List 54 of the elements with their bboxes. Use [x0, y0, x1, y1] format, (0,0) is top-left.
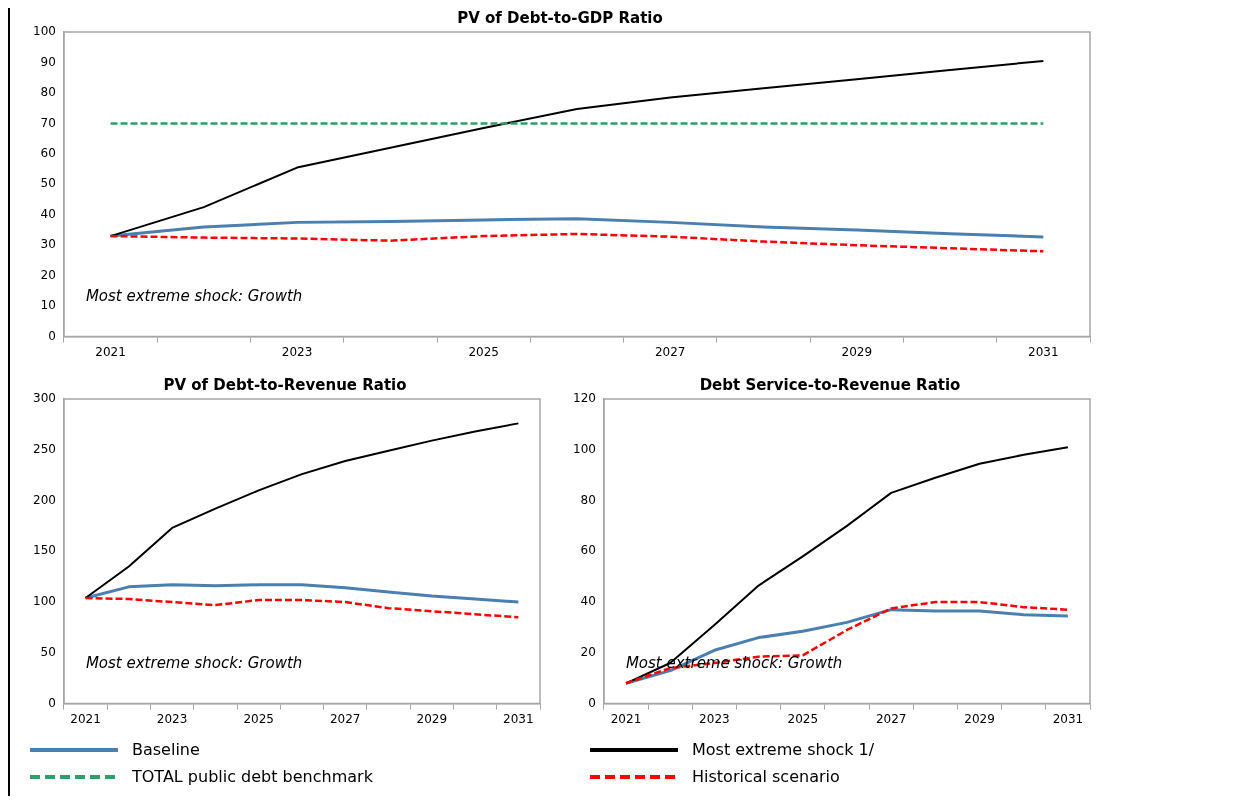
x-tick-label: 2021: [610, 711, 642, 726]
x-tick-label: 2029: [416, 711, 448, 726]
legend-label: Most extreme shock 1/: [692, 740, 875, 759]
y-tick-label: 300: [33, 391, 56, 406]
y-tick-label: 40: [40, 206, 56, 221]
line-series: [84, 596, 520, 619]
y-tick-label: 0: [588, 695, 596, 710]
legend-label: Historical scenario: [692, 767, 840, 786]
y-tick-label: 120: [573, 391, 596, 406]
y-tick-label: 20: [580, 644, 596, 659]
y-tick-label: 200: [33, 492, 56, 507]
y-tick-label: 100: [33, 594, 56, 609]
x-tick-label: 2021: [95, 344, 126, 359]
y-tick-label: 60: [580, 543, 596, 558]
line-series: [109, 232, 1045, 253]
x-tick-label: 2025: [468, 344, 499, 359]
annotation: Most extreme shock: Growth: [85, 286, 303, 305]
annotation: Most extreme shock: Growth: [85, 653, 303, 672]
x-tick-label: 2029: [841, 344, 873, 359]
x-tick-label: 2025: [787, 711, 819, 726]
x-tick-label: 2023: [281, 344, 313, 359]
y-tick-label: 0: [48, 328, 56, 343]
y-tick-label: 70: [40, 115, 56, 130]
y-tick-label: 80: [40, 85, 56, 100]
y-tick-label: 20: [40, 267, 56, 282]
y-tick-label: 60: [40, 145, 56, 160]
legend-label: TOTAL public debt benchmark: [132, 767, 373, 786]
y-tick-label: 30: [40, 237, 56, 252]
y-tick-label: 10: [40, 298, 56, 313]
y-tick-label: 50: [40, 644, 56, 659]
y-tick-label: 80: [580, 492, 596, 507]
y-tick-label: 100: [573, 441, 596, 456]
x-tick-label: 2031: [503, 711, 534, 726]
x-tick-label: 2031: [1028, 344, 1059, 359]
y-tick-label: 90: [40, 54, 56, 69]
y-tick-label: 40: [580, 594, 596, 609]
y-tick-label: 250: [33, 441, 56, 456]
x-tick-label: 2023: [699, 711, 730, 726]
x-tick-label: 2027: [329, 711, 361, 726]
chart-title: PV of Debt-to-GDP Ratio: [457, 8, 663, 27]
y-tick-label: 50: [40, 176, 56, 191]
y-tick-label: 100: [33, 24, 56, 39]
y-tick-label: 150: [33, 543, 56, 558]
x-tick-label: 2023: [156, 711, 188, 726]
y-tick-label: 0: [48, 695, 56, 710]
x-tick-label: 2029: [964, 711, 995, 726]
x-tick-label: 2021: [70, 711, 101, 726]
x-tick-label: 2025: [243, 711, 274, 726]
x-tick-label: 2027: [875, 711, 907, 726]
legend-label: Baseline: [132, 740, 200, 759]
chart-title: Debt Service-to-Revenue Ratio: [699, 375, 961, 394]
x-tick-label: 2031: [1052, 711, 1084, 726]
chart-title: PV of Debt-to-Revenue Ratio: [163, 375, 407, 394]
x-tick-label: 2027: [654, 344, 686, 359]
